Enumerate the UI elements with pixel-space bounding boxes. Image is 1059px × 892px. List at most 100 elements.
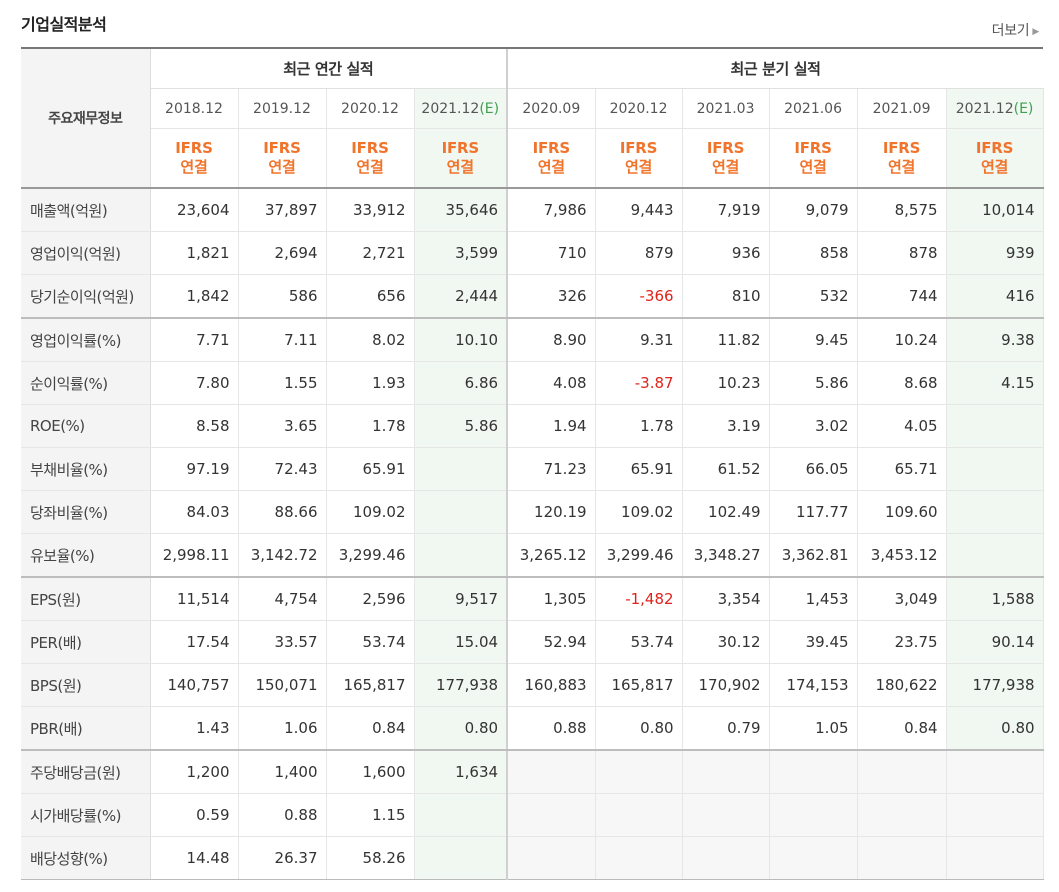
data-cell: 3,348.27 <box>682 534 769 578</box>
ifrs-label: IFRS <box>533 139 570 157</box>
data-cell: 10.10 <box>414 318 507 362</box>
data-cell <box>769 794 857 837</box>
data-cell: 117.77 <box>769 491 857 534</box>
data-cell: 1.93 <box>326 362 414 405</box>
data-cell: 23,604 <box>150 188 238 232</box>
data-cell: 1.06 <box>238 707 326 751</box>
data-cell: 177,938 <box>414 664 507 707</box>
ifrs-header: IFRS 연결 <box>857 129 946 189</box>
row-label: 매출액(억원) <box>21 188 150 232</box>
period-label: 2018.12 <box>165 101 223 117</box>
data-cell: 936 <box>682 232 769 275</box>
ifrs-label: IFRS <box>442 139 479 157</box>
data-cell: 10.24 <box>857 318 946 362</box>
data-cell: 180,622 <box>857 664 946 707</box>
data-cell: 1,588 <box>946 577 1043 621</box>
data-cell: 656 <box>326 275 414 319</box>
data-cell: 2,998.11 <box>150 534 238 578</box>
data-cell: 109.60 <box>857 491 946 534</box>
period-header: 2021.06 <box>769 89 857 129</box>
data-cell <box>946 405 1043 448</box>
data-cell: 8.90 <box>507 318 595 362</box>
ifrs-label: IFRS <box>707 139 744 157</box>
data-cell: 879 <box>595 232 682 275</box>
data-cell: 102.49 <box>682 491 769 534</box>
row-label: 배당성향(%) <box>21 837 150 880</box>
data-cell: 4,754 <box>238 577 326 621</box>
data-cell: 177,938 <box>946 664 1043 707</box>
data-cell: 3,142.72 <box>238 534 326 578</box>
data-cell: 33.57 <box>238 621 326 664</box>
data-cell: 4.15 <box>946 362 1043 405</box>
table-row: ROE(%) 8.58 3.65 1.78 5.86 1.94 1.78 3.19 3.02 4.… <box>21 405 1043 448</box>
data-cell: 2,596 <box>326 577 414 621</box>
data-cell: 7.80 <box>150 362 238 405</box>
data-cell <box>414 491 507 534</box>
data-cell: 1.55 <box>238 362 326 405</box>
data-cell: 72.43 <box>238 448 326 491</box>
consolidated-label: 연결 <box>447 158 474 176</box>
data-cell: -366 <box>595 275 682 319</box>
data-cell: 5.86 <box>769 362 857 405</box>
consolidated-label: 연결 <box>538 158 565 176</box>
data-cell: 9,079 <box>769 188 857 232</box>
period-label: 2020.09 <box>522 101 580 117</box>
row-label: PER(배) <box>21 621 150 664</box>
row-label: 영업이익률(%) <box>21 318 150 362</box>
data-cell: 3,049 <box>857 577 946 621</box>
period-label: 2020.12 <box>341 101 399 117</box>
table-row: 배당성향(%) 14.48 26.37 58.26 <box>21 837 1043 880</box>
data-cell: 1.78 <box>326 405 414 448</box>
data-cell: 0.80 <box>595 707 682 751</box>
data-cell: 939 <box>946 232 1043 275</box>
more-link-label: 더보기 <box>992 23 1030 39</box>
more-link[interactable]: 더보기 ▶ <box>992 20 1039 40</box>
data-cell: 710 <box>507 232 595 275</box>
data-cell: 9.45 <box>769 318 857 362</box>
data-cell: 9,517 <box>414 577 507 621</box>
row-label: 부채비율(%) <box>21 448 150 491</box>
data-cell: 7.11 <box>238 318 326 362</box>
consolidated-label: 연결 <box>981 158 1008 176</box>
ifrs-label: IFRS <box>976 139 1013 157</box>
data-cell: 532 <box>769 275 857 319</box>
ifrs-label: IFRS <box>263 139 300 157</box>
row-label: EPS(원) <box>21 577 150 621</box>
data-cell <box>682 794 769 837</box>
data-cell: 8.58 <box>150 405 238 448</box>
data-cell: -3.87 <box>595 362 682 405</box>
period-header: 2020.12 <box>326 89 414 129</box>
consolidated-label: 연결 <box>888 158 915 176</box>
ifrs-label: IFRS <box>794 139 831 157</box>
data-cell: 9.31 <box>595 318 682 362</box>
row-label: ROE(%) <box>21 405 150 448</box>
period-header: 2020.09 <box>507 89 595 129</box>
data-cell <box>682 750 769 794</box>
data-cell <box>595 837 682 880</box>
data-cell: 0.84 <box>857 707 946 751</box>
data-cell <box>946 794 1043 837</box>
table-row: 매출액(억원) 23,604 37,897 33,912 35,646 7,986 9,44… <box>21 188 1043 232</box>
data-cell: 37,897 <box>238 188 326 232</box>
data-cell: 2,721 <box>326 232 414 275</box>
estimate-mark: (E) <box>1014 101 1034 117</box>
data-cell: 3,354 <box>682 577 769 621</box>
data-cell <box>946 448 1043 491</box>
data-cell: 8.68 <box>857 362 946 405</box>
data-cell: 23.75 <box>857 621 946 664</box>
data-cell: 3,599 <box>414 232 507 275</box>
data-cell: -1,482 <box>595 577 682 621</box>
data-cell: 3,453.12 <box>857 534 946 578</box>
ifrs-header: IFRS 연결 <box>769 129 857 189</box>
data-cell <box>682 837 769 880</box>
data-cell: 10,014 <box>946 188 1043 232</box>
data-cell: 9,443 <box>595 188 682 232</box>
row-label: 당좌비율(%) <box>21 491 150 534</box>
data-cell: 1.05 <box>769 707 857 751</box>
data-cell <box>414 534 507 578</box>
ifrs-header: IFRS 연결 <box>238 129 326 189</box>
quarter-group-header: 최근 분기 실적 <box>507 48 1043 89</box>
data-cell: 53.74 <box>595 621 682 664</box>
period-header: 2021.12(E) <box>946 89 1043 129</box>
data-cell: 1.43 <box>150 707 238 751</box>
